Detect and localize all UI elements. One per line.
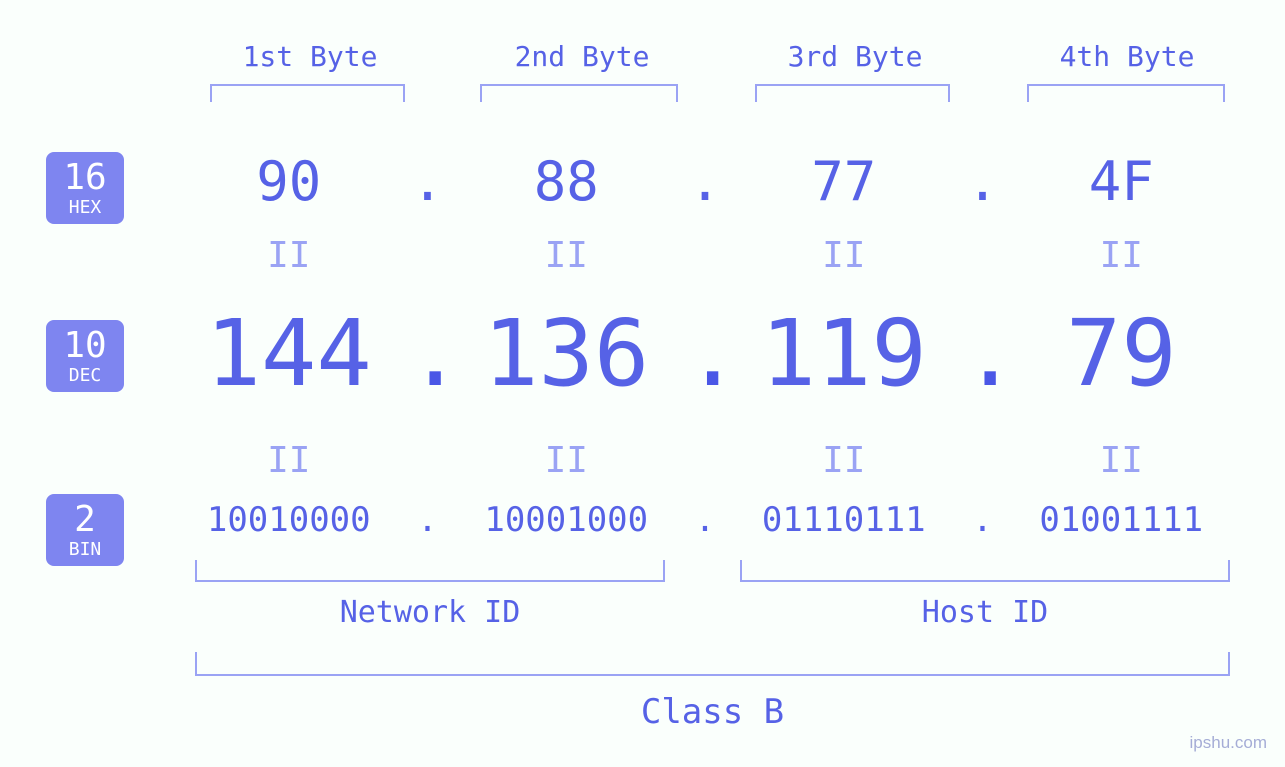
hex-byte-3: 77 [725, 150, 963, 213]
hex-dot-2: . [685, 150, 725, 213]
bin-byte-2: 10001000 [448, 500, 686, 540]
hex-byte-2: 88 [448, 150, 686, 213]
badge-dec-num: 10 [46, 328, 124, 364]
hex-byte-4: 4F [1003, 150, 1241, 213]
bin-byte-4: 01001111 [1003, 500, 1241, 540]
host-id-bracket [740, 560, 1230, 582]
badge-bin-name: BIN [46, 540, 124, 560]
badge-dec-name: DEC [46, 366, 124, 386]
bin-dot-3: . [963, 500, 1003, 540]
equals-row-hex-dec: II . II . II . II [170, 235, 1240, 276]
network-id-bracket [195, 560, 665, 582]
badge-hex: 16 HEX [46, 152, 124, 224]
ip-diagram: 1st Byte 2nd Byte 3rd Byte 4th Byte 16 H… [0, 0, 1285, 767]
dec-byte-2: 136 [448, 300, 686, 407]
badge-bin: 2 BIN [46, 494, 124, 566]
dec-row: 144 . 136 . 119 . 79 [170, 300, 1240, 407]
byte-label-2: 2nd Byte [482, 40, 682, 73]
eq1-2: II [448, 235, 686, 276]
host-id-label: Host ID [740, 595, 1230, 630]
badge-hex-num: 16 [46, 160, 124, 196]
eq1-1: II [170, 235, 408, 276]
eq1-4: II [1003, 235, 1241, 276]
badge-dec: 10 DEC [46, 320, 124, 392]
byte-bracket-1 [210, 84, 405, 102]
hex-row: 90 . 88 . 77 . 4F [170, 150, 1240, 213]
hex-byte-1: 90 [170, 150, 408, 213]
dec-dot-1: . [408, 300, 448, 407]
byte-bracket-4 [1027, 84, 1225, 102]
dec-dot-3: . [963, 300, 1003, 407]
bin-dot-2: . [685, 500, 725, 540]
dec-byte-1: 144 [170, 300, 408, 407]
badge-bin-num: 2 [46, 502, 124, 538]
byte-label-4: 4th Byte [1027, 40, 1227, 73]
byte-label-3: 3rd Byte [755, 40, 955, 73]
bin-row: 10010000 . 10001000 . 01110111 . 0100111… [170, 500, 1240, 540]
eq2-3: II [725, 440, 963, 481]
bin-dot-1: . [408, 500, 448, 540]
eq2-4: II [1003, 440, 1241, 481]
bin-byte-3: 01110111 [725, 500, 963, 540]
eq2-1: II [170, 440, 408, 481]
byte-label-1: 1st Byte [210, 40, 410, 73]
class-bracket [195, 652, 1230, 676]
network-id-label: Network ID [195, 595, 665, 630]
bin-byte-1: 10010000 [170, 500, 408, 540]
equals-row-dec-bin: II . II . II . II [170, 440, 1240, 481]
hex-dot-1: . [408, 150, 448, 213]
watermark: ipshu.com [1190, 733, 1267, 753]
badge-hex-name: HEX [46, 198, 124, 218]
class-label: Class B [195, 692, 1230, 732]
eq1-3: II [725, 235, 963, 276]
hex-dot-3: . [963, 150, 1003, 213]
dec-dot-2: . [685, 300, 725, 407]
byte-bracket-2 [480, 84, 678, 102]
byte-bracket-3 [755, 84, 950, 102]
eq2-2: II [448, 440, 686, 481]
dec-byte-4: 79 [1003, 300, 1241, 407]
dec-byte-3: 119 [725, 300, 963, 407]
